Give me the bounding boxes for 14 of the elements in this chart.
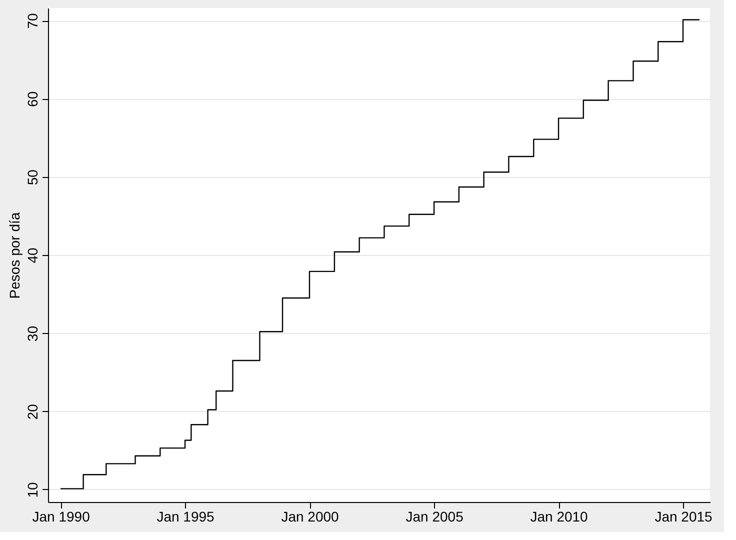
y-tick-label: 20 xyxy=(24,404,40,420)
x-tick-label: Jan 2015 xyxy=(654,508,713,524)
y-tick-label: 70 xyxy=(24,13,40,29)
y-tick-label: 50 xyxy=(24,169,40,186)
x-tick-label: Jan 2000 xyxy=(281,508,340,524)
x-tick-label: Jan 2005 xyxy=(406,508,464,524)
x-tick-label: Jan 1995 xyxy=(156,508,215,524)
x-tick-label: Jan 1990 xyxy=(32,508,90,524)
x-tick-label: Jan 2010 xyxy=(530,508,588,524)
y-tick-label: 10 xyxy=(24,482,40,498)
y-tick-label: 40 xyxy=(24,248,40,264)
y-tick-label: 30 xyxy=(24,326,40,342)
y-axis-title: Pesos por día xyxy=(6,212,22,299)
y-tick-label: 60 xyxy=(24,91,40,107)
